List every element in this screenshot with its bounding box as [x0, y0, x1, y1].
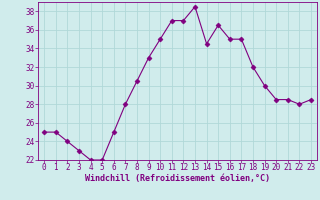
X-axis label: Windchill (Refroidissement éolien,°C): Windchill (Refroidissement éolien,°C)	[85, 174, 270, 183]
